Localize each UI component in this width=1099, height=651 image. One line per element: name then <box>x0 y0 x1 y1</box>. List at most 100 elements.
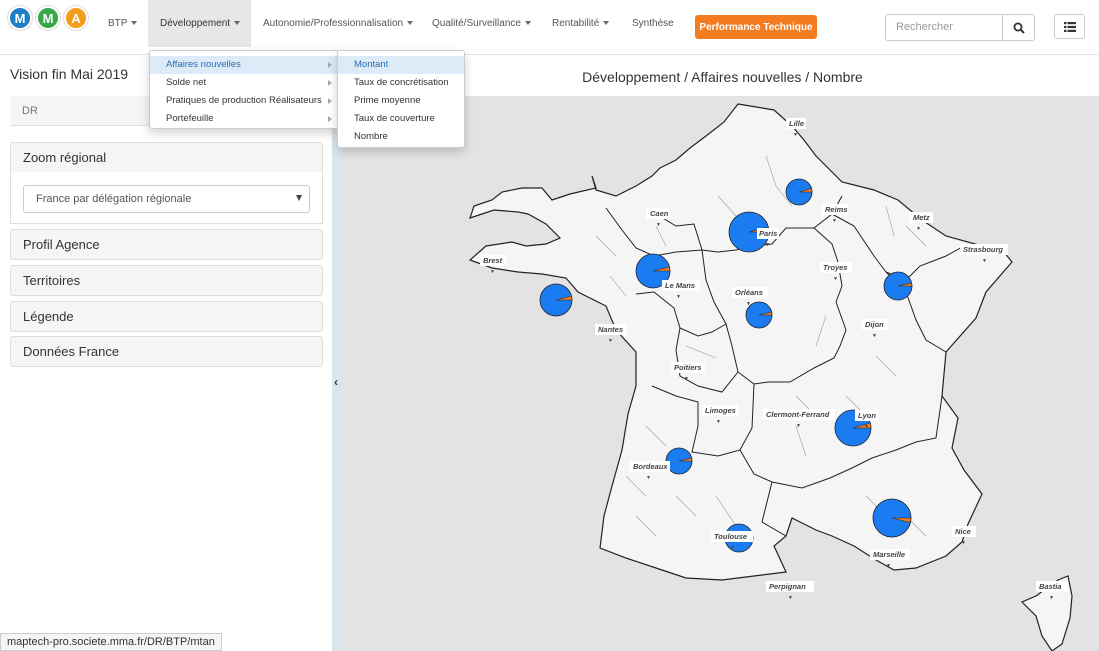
city-lille: Lille ▼ <box>786 118 806 138</box>
svg-text:Nice: Nice <box>955 527 971 536</box>
submenu-montant[interactable]: Montant <box>338 56 464 74</box>
city-paris: Paris ▼ <box>757 228 779 248</box>
svg-text:Strasbourg: Strasbourg <box>963 245 1003 254</box>
svg-text:▼: ▼ <box>886 563 891 569</box>
logo-letter-m1: M <box>8 6 32 30</box>
vision-date: Vision fin Mai 2019 <box>10 66 129 82</box>
panel-label: Territoires <box>23 273 81 288</box>
france-map[interactable]: Lille ▼ Caen ▼ Reims ▼ Metz ▼ Paris ▼ Strasbo… <box>346 96 1099 651</box>
svg-text:▼: ▼ <box>916 226 921 232</box>
menu-solde-net[interactable]: Solde net <box>150 74 338 92</box>
nav-developpement[interactable]: Développement <box>148 0 251 47</box>
svg-text:▼: ▼ <box>656 222 661 228</box>
city-bastia: Bastia ▼ <box>1036 581 1068 601</box>
nav-btp-label: BTP <box>108 18 128 29</box>
department-borders <box>595 155 927 537</box>
submenu-taux-concretisation[interactable]: Taux de concrétisation <box>354 77 449 88</box>
menu-portefeuille[interactable]: Portefeuille <box>150 110 338 128</box>
nav-autonomie[interactable]: Autonomie/Professionnalisation <box>251 0 425 47</box>
svg-text:▼: ▼ <box>864 424 869 430</box>
list-view-button[interactable] <box>1054 14 1085 39</box>
panel-label: Profil Agence <box>23 237 100 252</box>
city-bordeaux: Bordeaux ▼ <box>630 461 670 481</box>
caret-down-icon <box>131 21 138 26</box>
caret-down-icon <box>407 21 414 26</box>
pie-lille-reims[interactable] <box>785 178 813 206</box>
panel-zoom-regional[interactable]: Zoom régional <box>10 142 323 173</box>
menu-item-label: Portefeuille <box>166 113 214 124</box>
svg-text:▼: ▼ <box>765 242 770 248</box>
nav-rentabilite[interactable]: Rentabilité <box>540 0 621 47</box>
svg-text:▼: ▼ <box>746 301 751 307</box>
svg-text:Le Mans: Le Mans <box>665 281 695 290</box>
caret-down-icon <box>234 21 241 26</box>
panel-label: Légende <box>23 309 74 324</box>
affaires-nouvelles-submenu: Montant Taux de concrétisation Prime moy… <box>337 50 465 148</box>
search-button[interactable] <box>1002 14 1035 41</box>
search-icon <box>1013 22 1025 34</box>
city-nantes: Nantes ▼ <box>595 324 627 344</box>
collapse-chevron-icon[interactable]: ‹ <box>334 375 338 389</box>
submenu-taux-couverture[interactable]: Taux de couverture <box>354 113 435 124</box>
top-navbar: M M A BTP Développement Autonomie/Profes… <box>0 0 1099 55</box>
pie-orleans[interactable] <box>745 301 773 329</box>
panel-legende[interactable]: Légende <box>10 301 323 332</box>
performance-technique-button[interactable]: Performance Technique <box>695 15 817 39</box>
search-input[interactable]: Rechercher <box>885 14 1003 41</box>
city-le-mans: Le Mans ▼ <box>662 280 700 300</box>
svg-text:Brest: Brest <box>483 256 503 265</box>
svg-text:▼: ▼ <box>961 540 966 546</box>
developpement-menu: Affaires nouvelles Solde net Pratiques d… <box>149 50 339 129</box>
submenu-nombre[interactable]: Nombre <box>354 131 388 142</box>
caret-down-icon <box>603 21 610 26</box>
menu-affaires-nouvelles[interactable]: Affaires nouvelles <box>150 56 338 74</box>
svg-text:▼: ▼ <box>793 132 798 138</box>
map-area[interactable]: Lille ▼ Caen ▼ Reims ▼ Metz ▼ Paris ▼ Strasbo… <box>346 96 1099 651</box>
svg-text:▼: ▼ <box>788 595 793 601</box>
svg-text:Marseille: Marseille <box>873 550 905 559</box>
menu-pratiques-production[interactable]: Pratiques de production Réalisateurs <box>150 92 338 110</box>
menu-item-label: Pratiques de production Réalisateurs <box>166 95 322 106</box>
svg-text:Metz: Metz <box>913 213 930 222</box>
pie-metz-dijon[interactable] <box>883 271 913 301</box>
status-bar-url: maptech-pro.societe.mma.fr/DR/BTP/mtan <box>0 633 222 651</box>
panel-donnees-france[interactable]: Données France <box>10 336 323 367</box>
zoom-select-value: France par délégation régionale <box>36 193 192 205</box>
nav-qualite[interactable]: Qualité/Surveillance <box>420 0 543 47</box>
pie-marseille[interactable] <box>872 498 912 538</box>
svg-text:Nantes: Nantes <box>598 325 623 334</box>
nav-synthese[interactable]: Synthèse <box>620 0 686 47</box>
pie-caen-le-mans[interactable] <box>635 253 671 289</box>
svg-text:Lille: Lille <box>789 119 804 128</box>
pie-brest[interactable] <box>539 283 573 317</box>
zoom-select[interactable]: France par délégation régionale <box>23 185 310 213</box>
svg-text:Dijon: Dijon <box>865 320 884 329</box>
city-poitiers: Poitiers ▼ <box>671 362 705 382</box>
svg-text:Orléans: Orléans <box>735 288 763 297</box>
svg-text:Troyes: Troyes <box>823 263 847 272</box>
chevron-right-icon <box>328 62 332 68</box>
svg-text:▼: ▼ <box>684 376 689 382</box>
chevron-right-icon <box>328 98 332 104</box>
svg-text:Reims: Reims <box>825 205 848 214</box>
svg-text:Paris: Paris <box>759 229 777 238</box>
svg-text:▼: ▼ <box>872 333 877 339</box>
list-icon <box>1063 21 1076 32</box>
city-brest: Brest ▼ <box>480 255 506 275</box>
svg-text:Bastia: Bastia <box>1039 582 1062 591</box>
svg-text:Caen: Caen <box>650 209 669 218</box>
sidebar-splitter[interactable] <box>332 56 346 651</box>
nav-btp[interactable]: BTP <box>96 0 149 47</box>
city-lyon: Lyon ▼ <box>855 410 879 430</box>
city-dijon: Dijon ▼ <box>862 319 888 339</box>
svg-text:▼: ▼ <box>833 276 838 282</box>
mma-logo[interactable]: M M A <box>8 6 92 30</box>
submenu-prime-moyenne[interactable]: Prime moyenne <box>354 95 421 106</box>
panel-zoom-title: Zoom régional <box>23 150 107 165</box>
svg-text:▼: ▼ <box>716 419 721 425</box>
svg-text:▼: ▼ <box>982 258 987 264</box>
svg-text:▼: ▼ <box>490 269 495 275</box>
panel-territoires[interactable]: Territoires <box>10 265 323 296</box>
panel-profil-agence[interactable]: Profil Agence <box>10 229 323 260</box>
svg-text:▼: ▼ <box>1049 595 1054 601</box>
